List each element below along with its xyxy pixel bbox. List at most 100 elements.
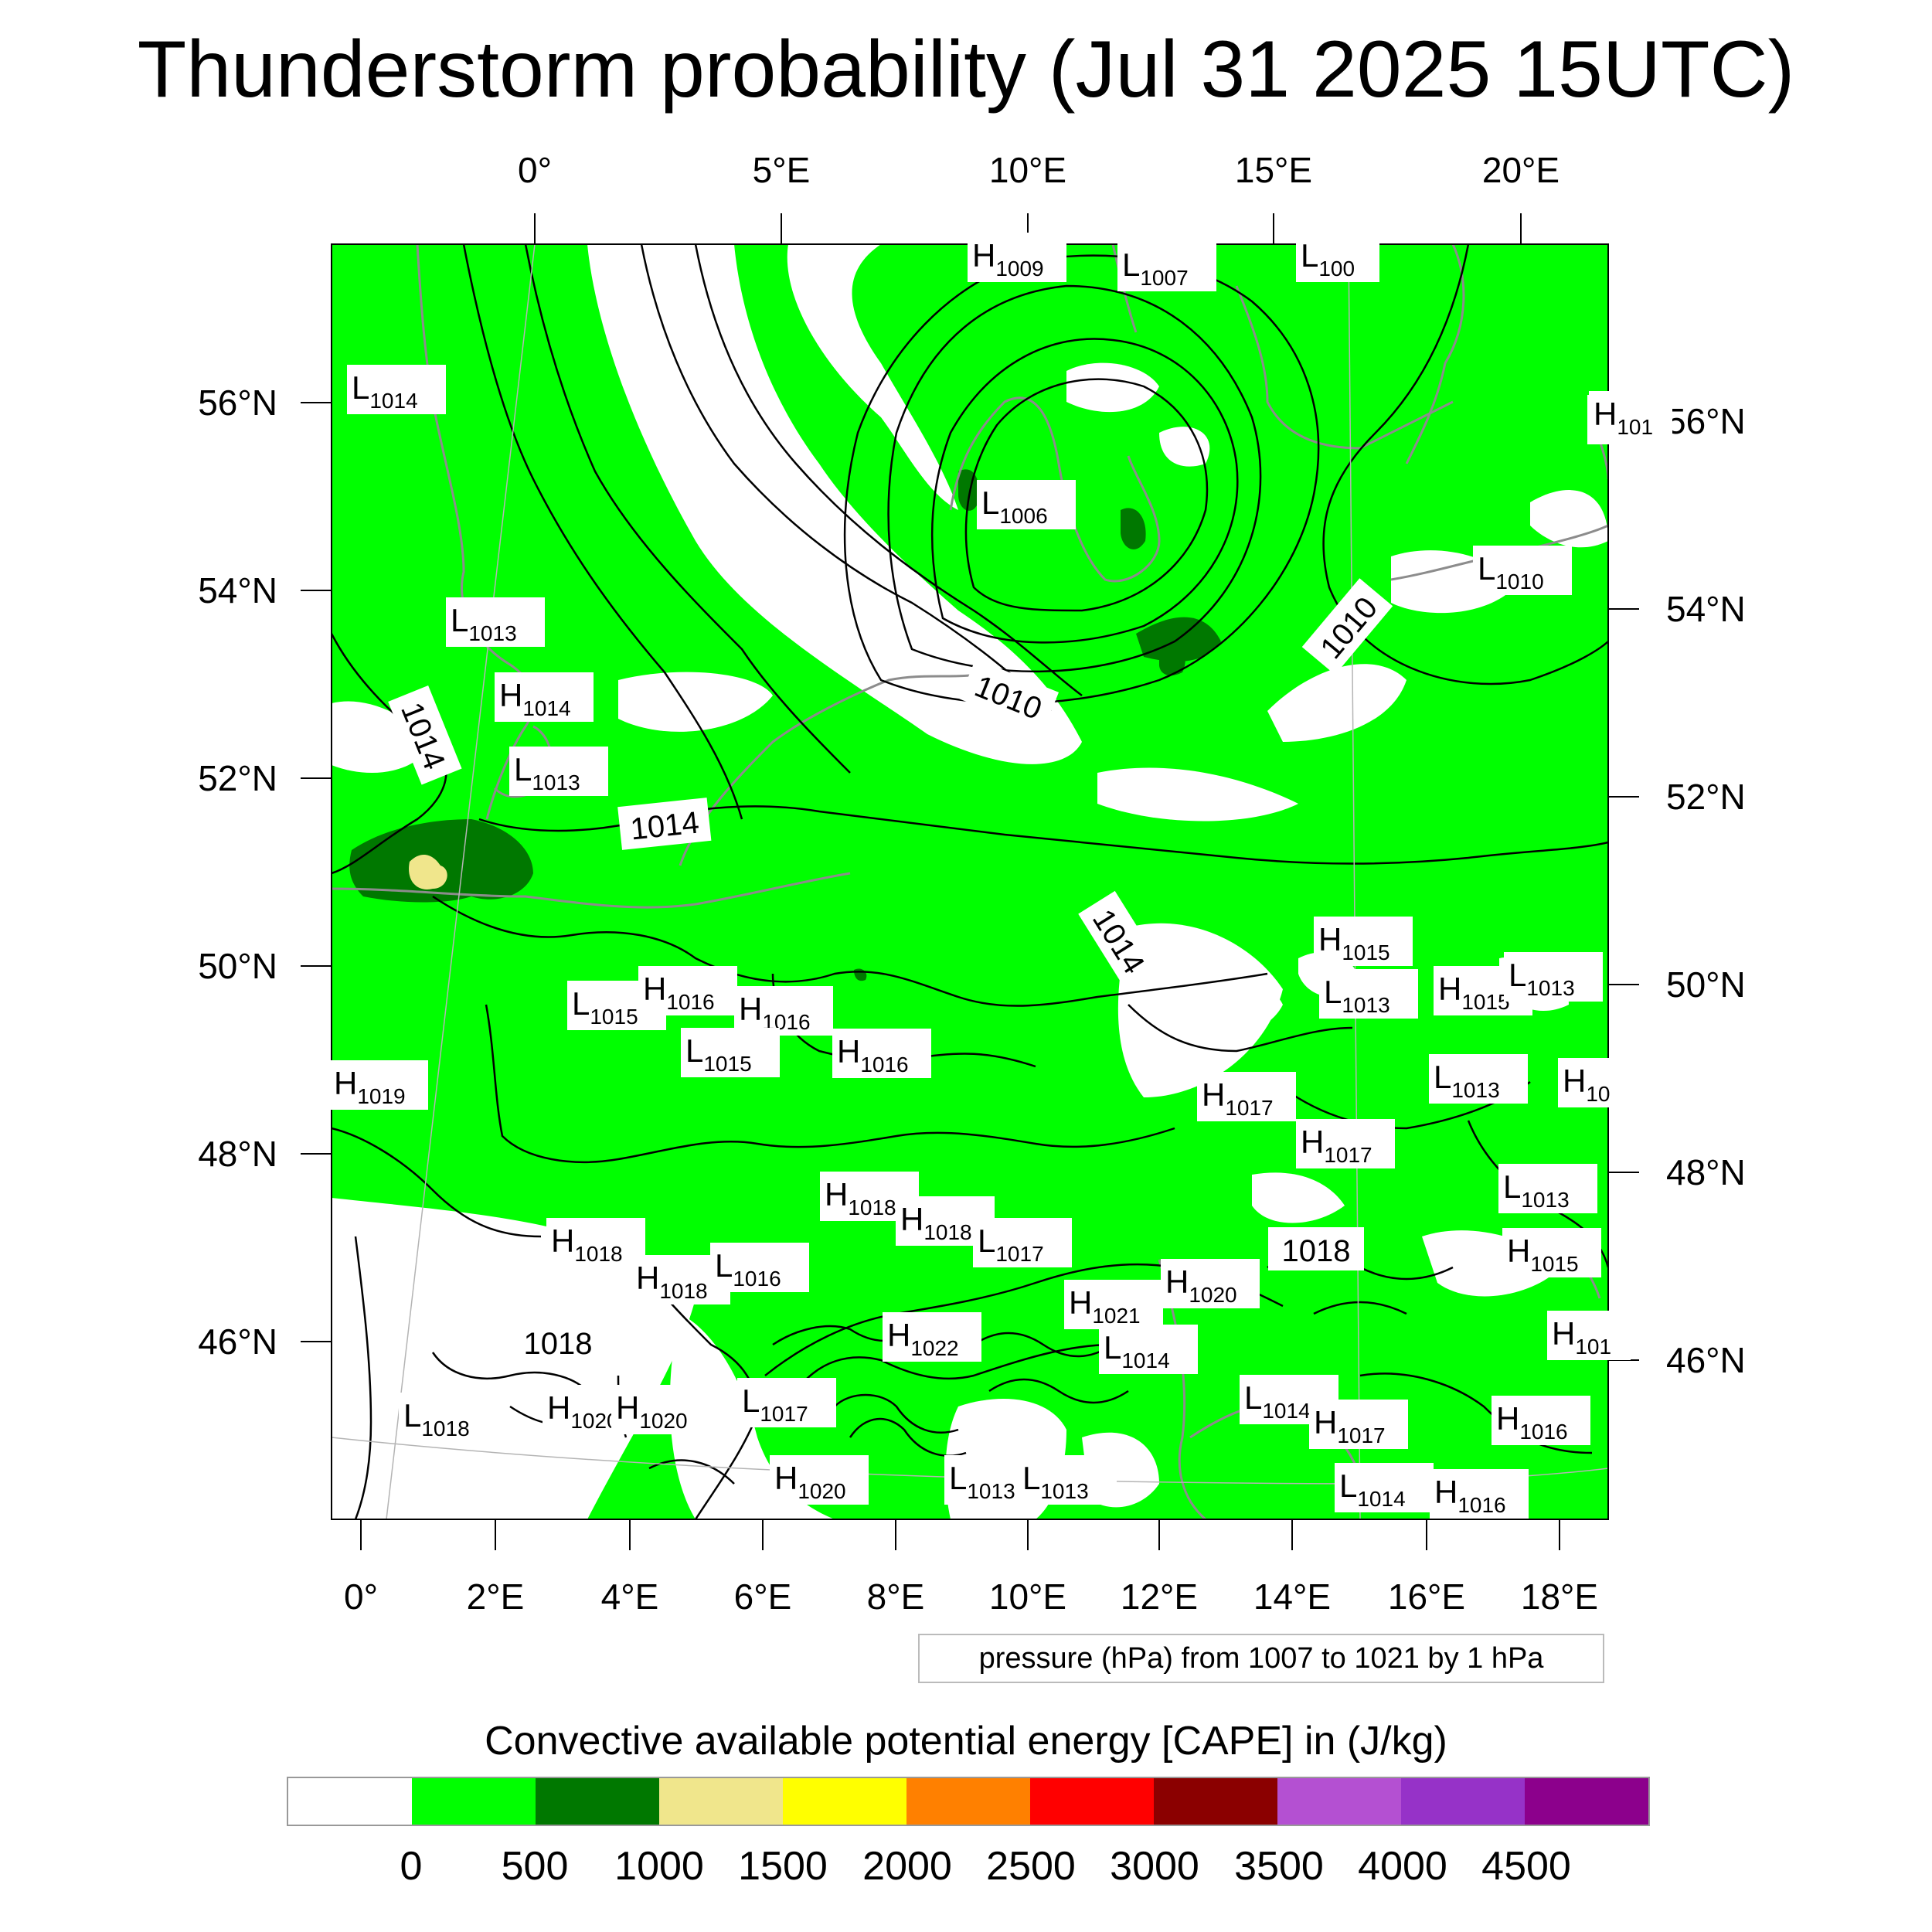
- lat-label: 52°N: [1666, 777, 1746, 817]
- pressure-center-text: L1014: [1339, 1468, 1406, 1511]
- low-pressure-label: L1013: [1018, 1455, 1117, 1505]
- pressure-label-background: [681, 1028, 780, 1077]
- pressure-contour-info: pressure (hPa) from 1007 to 1021 by 1 hP…: [918, 1634, 1604, 1683]
- lon-label: 12°E: [1121, 1577, 1198, 1617]
- map-panel: [332, 244, 1608, 1519]
- low-pressure-label: L1013: [509, 747, 608, 796]
- pressure-center-text: L100: [1301, 237, 1355, 281]
- colorbar-title: Convective available potential energy [C…: [485, 1719, 1447, 1764]
- pressure-center-text: L1006: [981, 485, 1048, 528]
- pressure-center-text: H1019: [334, 1065, 406, 1108]
- pressure-center-text: H1017: [1314, 1404, 1386, 1447]
- lon-label: 4°E: [601, 1577, 659, 1617]
- colorbar-tick-label: 1500: [738, 1844, 828, 1889]
- high-pressure-label: H1019: [329, 1060, 428, 1110]
- pressure-label-background: [1117, 242, 1216, 291]
- high-pressure-label: H1020: [770, 1455, 869, 1505]
- lon-label: 16°E: [1388, 1577, 1465, 1617]
- pressure-label-background: [1319, 969, 1418, 1019]
- pressure-label-background: [1018, 1455, 1117, 1505]
- colorbar-tick-label: 3500: [1234, 1844, 1324, 1889]
- low-pressure-label: L1014: [1335, 1463, 1434, 1512]
- pressure-label-background: [1502, 1228, 1601, 1277]
- lon-label: 15°E: [1235, 150, 1312, 190]
- left-latitude-labels: 56°N 54°N 52°N 50°N 48°N 46°N: [198, 383, 277, 1362]
- pressure-center-text: L1015: [572, 985, 638, 1029]
- pressure-center-text: H10: [1563, 1063, 1611, 1106]
- lon-label: 2°E: [467, 1577, 525, 1617]
- pressure-label-background: [770, 1455, 869, 1505]
- pressure-center-text: H1018: [551, 1223, 623, 1266]
- pressure-label-background: [973, 1218, 1072, 1267]
- pressure-center-text: L1013: [1022, 1460, 1089, 1503]
- pressure-label-background: [1473, 546, 1572, 595]
- pressure-center-text: H1016: [1496, 1400, 1568, 1444]
- colorbar-tick-label: 4500: [1481, 1844, 1571, 1889]
- pressure-center-text: L1018: [403, 1397, 470, 1440]
- low-pressure-label: L1013: [1498, 1164, 1597, 1213]
- pressure-center-text: L1016: [715, 1247, 781, 1291]
- pressure-label-background: [734, 986, 833, 1036]
- lat-label: 50°N: [1666, 964, 1746, 1005]
- pressure-label-background: [329, 1060, 428, 1110]
- low-pressure-label: L1010: [1473, 546, 1572, 595]
- colorbar-tick-label: 0: [400, 1844, 423, 1889]
- high-pressure-label: H10: [1558, 1058, 1626, 1107]
- isobar-label: 1014: [629, 805, 701, 846]
- pressure-center-text: L1014: [352, 369, 418, 413]
- pressure-center-text: H1016: [643, 971, 715, 1014]
- pressure-center-text: L1013: [514, 751, 580, 794]
- colorbar-tick-label: 1000: [614, 1844, 704, 1889]
- high-pressure-label: H1018: [896, 1196, 995, 1246]
- low-pressure-label: L100: [1296, 233, 1379, 282]
- colorbar-swatch: [412, 1778, 536, 1825]
- pressure-center-text: H1020: [616, 1389, 688, 1433]
- pressure-center-text: L1013: [1503, 1168, 1570, 1212]
- cape-500-1000-areas: [349, 469, 1221, 981]
- pressure-center-text: H1022: [887, 1317, 959, 1360]
- pressure-label-background: [1296, 1119, 1395, 1168]
- pressure-label-background: [1589, 391, 1672, 440]
- lon-label: 10°E: [989, 1577, 1066, 1617]
- high-pressure-label: H1015: [1314, 917, 1413, 966]
- lat-label: 52°N: [198, 758, 277, 798]
- high-pressure-label: H1021: [1064, 1280, 1163, 1329]
- pressure-label-background: [1314, 917, 1413, 966]
- lat-label: 46°N: [1666, 1340, 1746, 1380]
- pressure-center-text: L1013: [1434, 1059, 1500, 1102]
- pressure-center-text: H1021: [1069, 1284, 1141, 1328]
- pressure-label-background: [1498, 1164, 1597, 1213]
- right-latitude-labels: 56°N 54°N 52°N 50°N 48°N 46°N: [1666, 401, 1746, 1380]
- high-pressure-label: H1015: [1502, 1228, 1601, 1277]
- pressure-center-text: L1013: [451, 602, 517, 645]
- pressure-label-background: [1161, 1259, 1260, 1308]
- pressure-center-text: L1013: [949, 1460, 1015, 1503]
- pressure-label-background: [1547, 1311, 1631, 1360]
- high-pressure-label: H1018: [820, 1172, 919, 1221]
- pressure-label-background: [611, 1385, 710, 1434]
- low-pressure-label: L1006: [977, 480, 1076, 529]
- colorbar-swatch: [1401, 1778, 1525, 1825]
- pressure-label-background: [1099, 1325, 1198, 1374]
- high-pressure-label: H1016: [832, 1029, 931, 1078]
- lon-label: 0°: [518, 150, 552, 190]
- bottom-longitude-labels: 0° 2°E 4°E 6°E 8°E 10°E 12°E 14°E 16°E 1…: [344, 1577, 1598, 1617]
- low-pressure-label: L1017: [973, 1218, 1072, 1267]
- pressure-center-text: L1015: [685, 1032, 752, 1076]
- high-pressure-label: H1014: [495, 672, 594, 722]
- pressure-center-text: H1018: [636, 1260, 708, 1303]
- colorbar-tick-label: 4000: [1358, 1844, 1447, 1889]
- pressure-center-text: H1015: [1507, 1233, 1579, 1276]
- high-pressure-label: H1009: [968, 233, 1066, 282]
- bottom-tick-marks: [360, 1519, 1560, 1550]
- low-pressure-label: L1015: [681, 1028, 780, 1077]
- lat-label: 50°N: [198, 946, 277, 986]
- pressure-center-text: L1017: [978, 1223, 1044, 1266]
- colorbar-swatch: [1030, 1778, 1154, 1825]
- colorbar-tick-label: 2500: [986, 1844, 1076, 1889]
- lon-label: 14°E: [1253, 1577, 1331, 1617]
- pressure-center-text: H1016: [837, 1033, 909, 1077]
- pressure-label-background: [1309, 1400, 1408, 1449]
- colorbar-swatch: [783, 1778, 906, 1825]
